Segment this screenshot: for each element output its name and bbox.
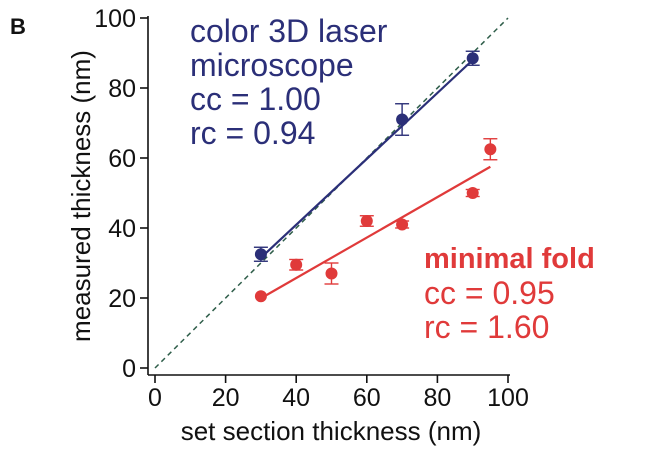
fold-data-point [254, 290, 267, 303]
microscope-data-point [396, 113, 409, 126]
x-tick-label: 0 [148, 384, 162, 412]
y-tick-label: 20 [108, 285, 136, 313]
microscope-data-point [254, 248, 267, 261]
points-layer [254, 52, 497, 303]
x-tick-label: 80 [423, 384, 451, 412]
y-tick-label: 80 [108, 75, 136, 103]
x-tick-label: 60 [353, 384, 381, 412]
y-tick-label: 100 [94, 5, 136, 33]
fold-data-point [290, 258, 303, 271]
x-axis-label: set section thickness (nm) [181, 416, 482, 446]
microscope-data-point [466, 52, 479, 65]
microscope-annotation-line: microscope [190, 47, 354, 83]
y-axis-label: measured thickness (nm) [66, 50, 96, 342]
axes: 0 20 40 60 80 100 0 20 40 60 80 100 [94, 5, 529, 412]
microscope-rc-text: rc = 0.94 [190, 115, 316, 151]
fold-annotation: minimal fold cc = 0.95 rc = 1.60 [424, 242, 595, 344]
microscope-annotation-line: color 3D laser [190, 13, 388, 49]
panel-label: B [10, 14, 26, 39]
x-tick-label: 40 [282, 384, 310, 412]
y-tick-label: 60 [108, 145, 136, 173]
microscope-annotation: color 3D laser microscope cc = 1.00 rc =… [190, 14, 387, 150]
fold-fit-line [263, 165, 491, 298]
y-tick-label: 0 [122, 355, 136, 383]
fold-data-point [325, 267, 338, 280]
microscope-cc-text: cc = 1.00 [190, 81, 321, 117]
x-tick-label: 100 [487, 384, 529, 412]
fit-lines-layer [260, 59, 491, 298]
y-tick-label: 40 [108, 215, 136, 243]
fold-data-point [396, 218, 409, 231]
fold-data-point [360, 215, 373, 227]
identity-line [154, 17, 509, 369]
fold-data-point [466, 187, 479, 199]
fold-cc-text: cc = 0.95 [424, 275, 555, 311]
fold-rc-text: rc = 1.60 [424, 309, 550, 345]
fold-annotation-title: minimal fold [424, 243, 595, 275]
fold-data-point [484, 143, 497, 156]
x-tick-label: 20 [212, 384, 240, 412]
microscope-fit-line [260, 59, 474, 259]
identity-line-layer [154, 17, 509, 369]
